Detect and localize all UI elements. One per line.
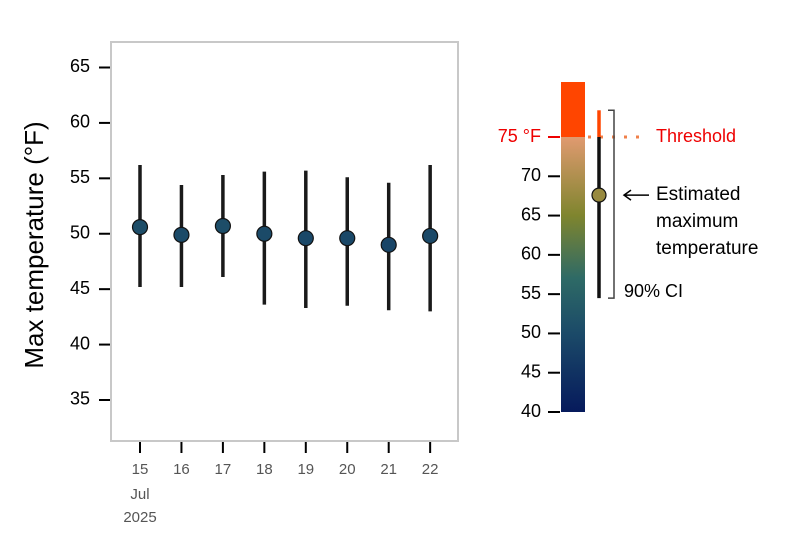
point-arrow <box>622 189 649 201</box>
x-tick-sublabel: Jul <box>130 486 149 503</box>
point <box>380 236 397 253</box>
legend-tick-label: 60 <box>521 244 541 264</box>
point <box>173 226 190 243</box>
legend-tick-label: 45 <box>521 361 541 381</box>
ci-bracket <box>608 109 615 299</box>
point <box>422 227 439 245</box>
legend-tick-label: 75 °F <box>498 126 541 146</box>
legend-point <box>591 187 607 203</box>
y-tick-label: 60 <box>70 112 90 132</box>
y-axis-label: Max temperature (°F) <box>19 121 49 368</box>
point <box>214 217 231 235</box>
y-tick-label: 35 <box>70 389 90 409</box>
plot-frame <box>110 41 459 442</box>
point-label: Estimated <box>656 184 740 205</box>
point <box>131 218 149 236</box>
legend-tick-label: 65 <box>521 204 541 224</box>
point <box>297 230 314 247</box>
ci-label: 90% CI <box>624 281 683 301</box>
legend-tick-label: 70 <box>521 165 541 185</box>
y-tick-label: 40 <box>70 333 90 353</box>
y-tick-label: 50 <box>70 222 90 242</box>
x-tick-label: 21 <box>380 461 397 478</box>
y-tick-label: 65 <box>70 56 90 76</box>
x-tick-label: 20 <box>339 461 356 478</box>
point-label: maximum <box>656 211 738 232</box>
y-tick-label: 55 <box>70 167 90 187</box>
colorbar-above <box>561 82 585 137</box>
point <box>256 225 273 242</box>
colorbar <box>561 137 585 412</box>
legend-tick-label: 50 <box>521 322 541 342</box>
threshold-label: Threshold <box>656 126 736 146</box>
x-tick-label: 15 <box>132 461 149 478</box>
x-tick-label: 22 <box>422 461 439 478</box>
x-tick-label: 19 <box>297 461 314 478</box>
y-tick-label: 45 <box>70 278 90 298</box>
point-label: temperature <box>656 238 758 259</box>
x-tick-label: 18 <box>256 461 273 478</box>
legend-tick-label: 40 <box>521 401 541 421</box>
x-tick-label: 17 <box>215 461 232 478</box>
x-tick-sublabel: 2025 <box>123 509 156 526</box>
x-tick-label: 16 <box>173 461 190 478</box>
legend-tick-label: 55 <box>521 283 541 303</box>
point <box>339 230 356 247</box>
